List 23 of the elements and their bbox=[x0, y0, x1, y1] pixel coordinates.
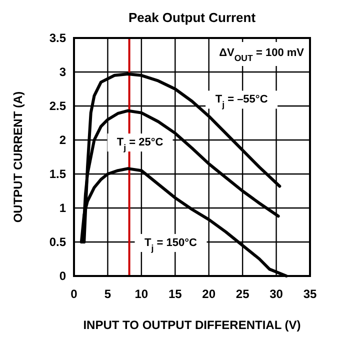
y-tick-label: 3.5 bbox=[49, 31, 66, 45]
y-tick-label: 3 bbox=[59, 65, 66, 79]
annotation: ΔV$_{OUT}$ = 100 mV bbox=[219, 47, 305, 63]
series-label: T$_{j}$ = –55°C bbox=[215, 94, 268, 110]
y-tick-label: 0 bbox=[59, 269, 66, 283]
y-tick-label: 2 bbox=[59, 133, 66, 147]
x-tick-label: 15 bbox=[168, 287, 182, 301]
x-tick-label: 35 bbox=[303, 287, 317, 301]
y-tick-label: 2.5 bbox=[49, 99, 66, 113]
x-tick-label: 25 bbox=[236, 287, 250, 301]
x-tick-label: 0 bbox=[70, 287, 78, 301]
chart-title: Peak Output Current bbox=[128, 10, 256, 25]
x-tick-label: 20 bbox=[202, 287, 216, 301]
x-tick-label: 10 bbox=[134, 287, 148, 301]
y-axis-title: OUTPUT CURRENT (A) bbox=[11, 91, 25, 223]
x-tick-label: 5 bbox=[104, 287, 112, 301]
x-tick-label: 30 bbox=[270, 287, 284, 301]
y-tick-label: 1 bbox=[59, 201, 66, 215]
x-axis-title: INPUT TO OUTPUT DIFFERENTIAL (V) bbox=[83, 318, 301, 332]
series-label: T$_{j}$ = 25°C bbox=[116, 136, 164, 153]
y-tick-label: 1.5 bbox=[49, 167, 66, 181]
y-tick-label: 0.5 bbox=[49, 235, 66, 249]
series-label: T$_{j}$ = 150°C bbox=[144, 236, 198, 253]
